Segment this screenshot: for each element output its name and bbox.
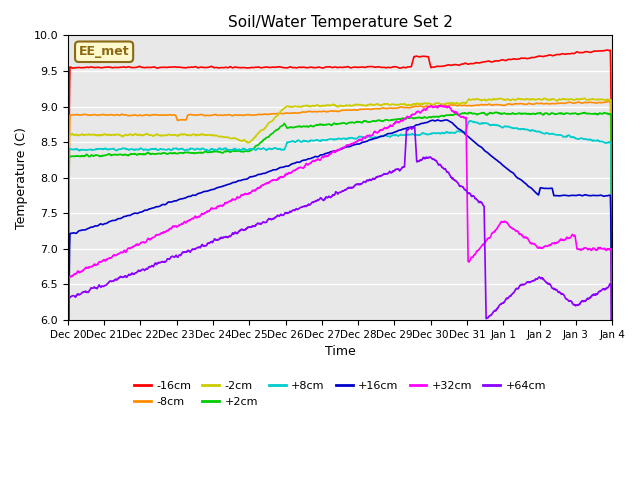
-8cm	[573, 99, 581, 105]
Line: -2cm: -2cm	[68, 98, 612, 441]
+8cm	[310, 138, 318, 144]
+2cm	[342, 121, 350, 127]
X-axis label: Time: Time	[324, 345, 355, 359]
-2cm	[439, 102, 447, 108]
+64cm	[440, 166, 447, 171]
+16cm	[74, 228, 82, 234]
+32cm	[74, 268, 82, 274]
-16cm	[573, 49, 581, 55]
+32cm	[310, 158, 318, 164]
-16cm	[310, 65, 318, 71]
Line: +32cm: +32cm	[68, 105, 612, 480]
+8cm	[608, 366, 616, 372]
+8cm	[573, 136, 581, 142]
+2cm	[310, 123, 318, 129]
-16cm	[608, 360, 616, 366]
-8cm	[310, 109, 318, 115]
-2cm	[74, 132, 82, 138]
-16cm	[74, 65, 82, 71]
-2cm	[310, 103, 318, 109]
Y-axis label: Temperature (C): Temperature (C)	[15, 127, 28, 228]
+64cm	[608, 437, 616, 443]
+2cm	[608, 348, 616, 354]
+2cm	[493, 109, 501, 115]
+32cm	[436, 102, 444, 108]
+16cm	[310, 154, 318, 160]
+32cm	[161, 229, 169, 235]
-2cm	[64, 438, 72, 444]
Line: +64cm: +64cm	[68, 127, 612, 480]
-8cm	[605, 98, 612, 104]
-2cm	[573, 96, 581, 102]
+8cm	[74, 147, 82, 153]
-8cm	[439, 102, 447, 108]
+8cm	[439, 131, 447, 136]
-2cm	[541, 96, 548, 101]
+8cm	[64, 445, 72, 451]
Line: +8cm: +8cm	[68, 121, 612, 448]
Legend: -16cm, -8cm, -2cm, +2cm, +8cm, +16cm, +32cm, +64cm: -16cm, -8cm, -2cm, +2cm, +8cm, +16cm, +3…	[129, 377, 550, 411]
+2cm	[573, 111, 581, 117]
+16cm	[442, 117, 450, 123]
-16cm	[161, 64, 169, 70]
+64cm	[573, 302, 581, 308]
Line: -16cm: -16cm	[68, 50, 612, 458]
+32cm	[573, 246, 581, 252]
+32cm	[342, 143, 350, 148]
Line: -8cm: -8cm	[68, 101, 612, 480]
-8cm	[74, 112, 82, 118]
+2cm	[74, 153, 82, 158]
-8cm	[342, 107, 350, 113]
+16cm	[161, 202, 169, 207]
+16cm	[573, 192, 581, 198]
Text: EE_met: EE_met	[79, 45, 129, 58]
+64cm	[410, 124, 417, 130]
+64cm	[310, 199, 318, 205]
+32cm	[440, 103, 447, 109]
-16cm	[604, 47, 611, 53]
-16cm	[439, 63, 447, 69]
-2cm	[161, 132, 169, 138]
-16cm	[342, 64, 350, 70]
+8cm	[342, 136, 350, 142]
+8cm	[467, 118, 475, 124]
-16cm	[64, 455, 72, 461]
+32cm	[608, 412, 616, 418]
+64cm	[342, 187, 350, 192]
-2cm	[608, 340, 616, 346]
+64cm	[74, 291, 82, 297]
Line: +2cm: +2cm	[68, 112, 612, 452]
Title: Soil/Water Temperature Set 2: Soil/Water Temperature Set 2	[228, 15, 452, 30]
-8cm	[161, 112, 169, 118]
+16cm	[342, 144, 350, 150]
+8cm	[161, 147, 169, 153]
+64cm	[161, 259, 169, 265]
+2cm	[161, 150, 169, 156]
+16cm	[439, 118, 447, 123]
+2cm	[439, 113, 447, 119]
+2cm	[64, 449, 72, 455]
-8cm	[608, 454, 616, 460]
Line: +16cm: +16cm	[68, 120, 612, 480]
-2cm	[342, 103, 350, 108]
